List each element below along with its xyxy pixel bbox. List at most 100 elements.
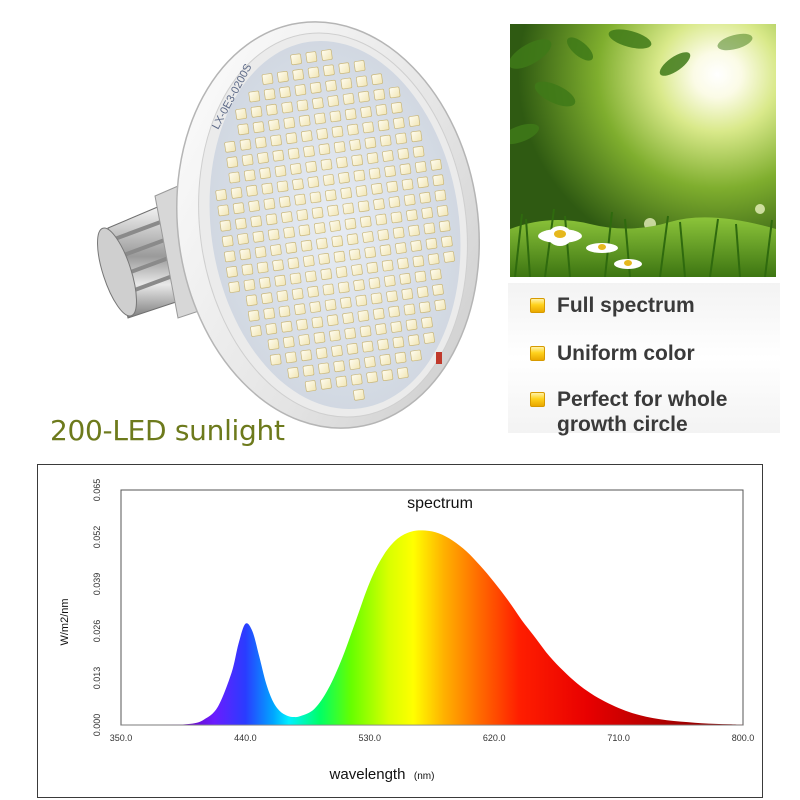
led-chip (335, 375, 348, 388)
chart-title: spectrum (407, 495, 473, 512)
led-chip (375, 213, 388, 226)
led-chip (309, 301, 322, 313)
led-chip (401, 288, 414, 300)
led-chip (263, 88, 276, 101)
led-chip (403, 303, 416, 316)
led-chip (267, 228, 280, 241)
led-chip (353, 60, 366, 72)
led-chip (228, 281, 241, 293)
led-chip (300, 239, 313, 252)
led-chip (375, 104, 388, 116)
led-chip (307, 176, 320, 188)
led-chip (269, 353, 282, 366)
led-chip (436, 205, 449, 217)
led-chip (371, 73, 383, 86)
led-bulb-image: LX-0E3-0200S (0, 0, 500, 455)
led-chip (254, 246, 267, 258)
x-tick-label: 440.0 (234, 733, 257, 743)
led-chip (362, 231, 374, 243)
sunlight-forest-illustration (510, 24, 776, 277)
feature-bullet-icon (530, 392, 545, 407)
led-chip (329, 329, 341, 342)
led-chip (388, 196, 401, 208)
led-chip (390, 101, 403, 114)
led-chip (270, 244, 282, 256)
led-chip (338, 62, 351, 75)
led-chip (423, 332, 435, 344)
led-chip (246, 184, 258, 197)
led-chip (353, 169, 366, 182)
led-chip (305, 51, 318, 63)
led-chip (265, 323, 278, 335)
led-chip (287, 257, 300, 270)
sunlight-nature-photo (510, 24, 776, 277)
led-chip (410, 349, 422, 362)
led-chip (296, 99, 309, 112)
led-chip (394, 351, 407, 364)
led-chip (276, 180, 289, 193)
led-chip (265, 213, 278, 226)
led-chip (351, 264, 363, 276)
led-chip (410, 240, 423, 252)
led-chip (272, 149, 285, 162)
led-chip (403, 194, 416, 206)
led-chip (408, 224, 420, 237)
led-bulb-illustration: LX-0E3-0200S (97, 21, 480, 429)
led-chip (432, 174, 445, 187)
led-chip (348, 358, 361, 370)
spectrum-chart: spectrum 0.0000.0130.0260.0390.0520.065 … (59, 479, 754, 783)
led-chip (355, 185, 368, 197)
led-chip (357, 200, 370, 213)
led-chip (281, 211, 293, 223)
led-chip (226, 265, 238, 278)
led-chip (298, 224, 311, 237)
led-chip (313, 331, 326, 344)
led-chip (311, 206, 324, 219)
led-chip (366, 371, 378, 384)
feature-label: Full spectrum (557, 294, 695, 317)
led-chip (392, 226, 405, 239)
led-chip (283, 226, 295, 239)
led-chip (224, 250, 236, 263)
led-chip (371, 182, 383, 195)
led-chip (294, 303, 306, 316)
led-chip (318, 362, 330, 375)
led-chip (294, 84, 307, 96)
led-grid (215, 49, 455, 401)
led-chip (278, 195, 291, 208)
x-tick-label: 710.0 (607, 733, 630, 743)
led-chip (331, 125, 344, 138)
led-chip (408, 115, 421, 127)
led-chip (294, 193, 306, 206)
led-chip (325, 79, 337, 92)
led-chip (314, 112, 326, 125)
led-chip (230, 187, 243, 199)
led-chip (312, 97, 324, 110)
led-chip (388, 305, 400, 318)
led-chip (300, 349, 313, 362)
led-chip (243, 169, 256, 182)
led-chip (224, 140, 236, 153)
led-chip (397, 147, 410, 160)
led-chip (307, 285, 319, 298)
led-chip (268, 119, 280, 131)
led-chip (250, 325, 262, 337)
led-chip (410, 130, 423, 143)
led-chip (290, 53, 302, 66)
led-chip (390, 321, 403, 333)
led-chip (318, 252, 330, 265)
led-chip (329, 220, 341, 232)
led-chip (278, 305, 291, 318)
led-chip (274, 165, 287, 177)
led-chip (322, 174, 335, 186)
led-chip (340, 296, 352, 309)
led-chip (425, 237, 438, 250)
y-axis-ticks: 0.000 0.013 0.026 0.039 0.052 0.065 (92, 479, 102, 737)
led-chip (219, 219, 232, 232)
led-chip (416, 286, 429, 298)
led-chip (237, 233, 249, 245)
led-chip (247, 309, 260, 322)
y-tick-label: 0.039 (92, 573, 102, 596)
led-chip (364, 246, 377, 259)
led-chip (347, 123, 359, 136)
